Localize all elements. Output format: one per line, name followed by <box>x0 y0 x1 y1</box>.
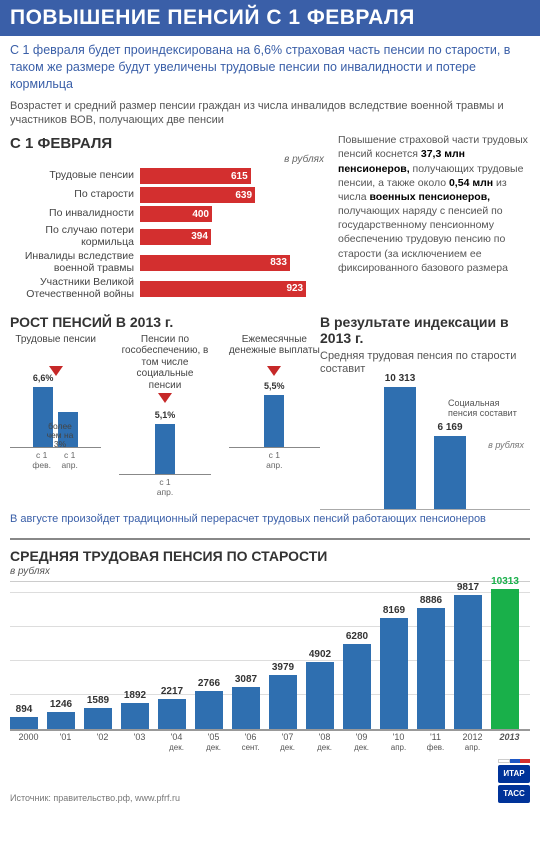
logo-text-2: ТАСС <box>503 789 525 798</box>
result-title: В результате индексации в 2013 г. <box>320 314 530 346</box>
hbar-fill: 400 <box>140 206 212 222</box>
mini-chart: Пенсии по гособеспечению, в том числе со… <box>119 334 210 498</box>
result-unit: в рублях <box>488 440 524 450</box>
yearly-x-axis: 2000'01'02'03'04дек.'05дек.'06сент.'07де… <box>10 733 530 753</box>
source-text: Источник: правительство.рф, www.pfrf.ru <box>10 793 180 803</box>
hbar-row: По случаю потери кормильца 394 <box>10 225 330 248</box>
yearly-x-label: '08дек. <box>306 733 343 753</box>
side-note: Повышение страховой части трудовых пенси… <box>330 133 530 303</box>
yearly-x-label: 2012апр. <box>454 733 491 753</box>
lead-text: С 1 февраля будет проиндексирована на 6,… <box>0 36 540 97</box>
hbar-row: По инвалидности 400 <box>10 206 330 222</box>
yearly-bar: 2766 <box>195 678 223 729</box>
mini-chart: Трудовые пенсии6,6%с 1 фев.с 1 апр.более… <box>10 334 101 498</box>
hbar-title: С 1 ФЕВРАЛЯ <box>10 135 330 152</box>
hbar-label: По инвалидности <box>10 208 140 220</box>
yearly-bar: 1892 <box>121 690 149 729</box>
yearly-unit: в рублях <box>10 566 530 577</box>
hbar-fill: 639 <box>140 187 255 203</box>
yearly-x-label: '05дек. <box>195 733 232 753</box>
hbar-fill: 923 <box>140 281 306 297</box>
page-title: ПОВЫШЕНИЕ ПЕНСИЙ С 1 ФЕВРАЛЯ <box>0 0 540 36</box>
sublead-text: Возрастет и средний размер пенсии гражда… <box>0 97 540 134</box>
yearly-x-label: 2013 <box>491 733 528 753</box>
arrow-down-icon <box>158 393 172 403</box>
yearly-x-label: '11фев. <box>417 733 454 753</box>
yearly-x-label: '06сент. <box>232 733 269 753</box>
divider <box>10 538 530 540</box>
yearly-x-label: '10апр. <box>380 733 417 753</box>
yearly-x-label: '01 <box>47 733 84 753</box>
yearly-chart: 894 1246 1589 1892 2217 2766 3087 3979 4902 6280 8… <box>10 581 530 731</box>
logo-text-1: ИТАР <box>503 769 524 778</box>
august-note: В августе произойдет традиционный перера… <box>0 510 540 532</box>
yearly-x-label: '09дек. <box>343 733 380 753</box>
hbar-fill: 833 <box>140 255 290 271</box>
yearly-x-label: '02 <box>84 733 121 753</box>
yearly-bar: 894 <box>10 704 38 729</box>
growth-title: РОСТ ПЕНСИЙ В 2013 г. <box>10 314 320 330</box>
hbar-label: Участники Великой Отечественной войны <box>10 277 140 300</box>
yearly-bar: 3979 <box>269 662 297 729</box>
result-sub1: Средняя трудовая пенсия по старости сост… <box>320 350 530 376</box>
yearly-x-label: '07дек. <box>269 733 306 753</box>
yearly-bar: 3087 <box>232 674 260 729</box>
yearly-x-label: '04дек. <box>158 733 195 753</box>
hbar-row: Инвалиды вследствие военной травмы 833 <box>10 251 330 274</box>
yearly-x-label: 2000 <box>10 733 47 753</box>
hbar-label: По случаю потери кормильца <box>10 225 140 248</box>
hbar-row: По старости 639 <box>10 187 330 203</box>
hbar-fill: 394 <box>140 229 211 245</box>
hbar-unit: в рублях <box>10 154 330 165</box>
yearly-bar: 6280 <box>343 631 371 730</box>
mini-bar: 5,1% <box>155 424 175 474</box>
yearly-bar: 1589 <box>84 695 112 730</box>
yearly-title: СРЕДНЯЯ ТРУДОВАЯ ПЕНСИЯ ПО СТАРОСТИ <box>10 548 530 564</box>
hbar-row: Трудовые пенсии 615 <box>10 168 330 184</box>
arrow-down-icon <box>267 366 281 376</box>
hbar-chart: С 1 ФЕВРАЛЯ в рублях Трудовые пенсии 615… <box>10 133 330 303</box>
yearly-bar: 8886 <box>417 595 445 729</box>
yearly-bar: 10313 <box>491 576 519 730</box>
result-sub2: Социальная пенсия составит <box>448 398 528 419</box>
hbar-row: Участники Великой Отечественной войны 92… <box>10 277 330 300</box>
yearly-bar: 9817 <box>454 582 482 729</box>
result-chart: Социальная пенсия составит в рублях 10 3… <box>320 380 530 510</box>
mini-chart: Ежемесячные денежные выплаты5,5%с 1 апр. <box>229 334 320 498</box>
yearly-bar: 4902 <box>306 649 334 729</box>
result-bar: 6 169 <box>434 436 466 509</box>
result-bar: 10 313 <box>384 387 416 509</box>
hbar-label: По старости <box>10 189 140 201</box>
logo: ИТАР ТАСС <box>498 759 530 803</box>
mini-bar: 5,5% <box>264 395 284 447</box>
yearly-bar: 2217 <box>158 686 186 729</box>
yearly-bar: 8169 <box>380 605 408 729</box>
hbar-label: Трудовые пенсии <box>10 170 140 182</box>
hbar-fill: 615 <box>140 168 251 184</box>
yearly-x-label: '03 <box>121 733 158 753</box>
hbar-label: Инвалиды вследствие военной травмы <box>10 251 140 274</box>
yearly-bar: 1246 <box>47 699 75 729</box>
